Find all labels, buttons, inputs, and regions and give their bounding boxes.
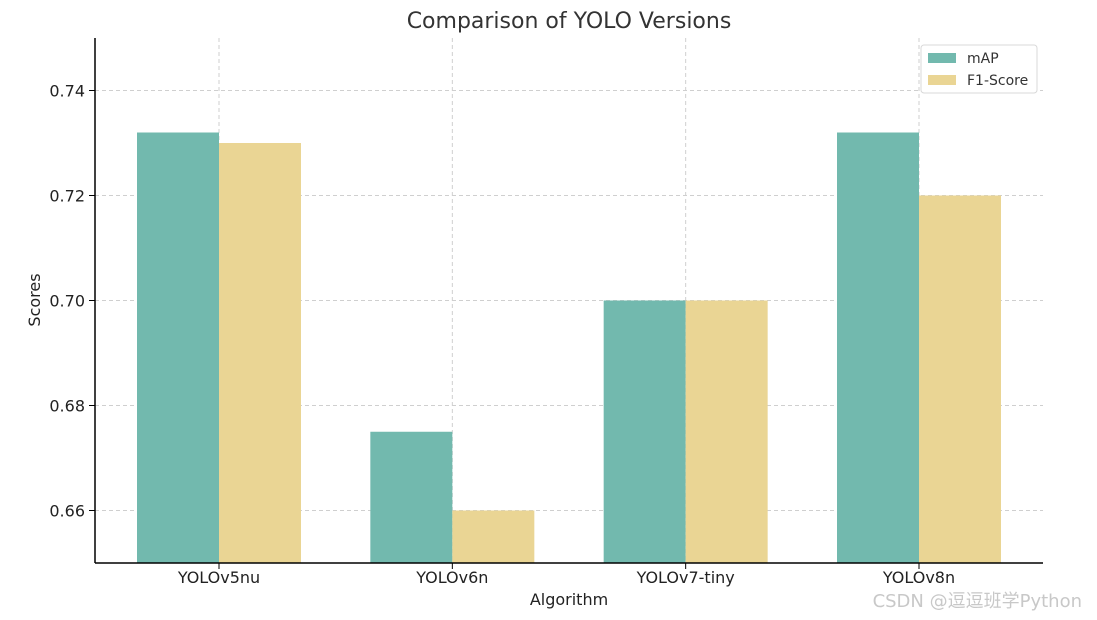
x-axis-title: Algorithm bbox=[530, 590, 608, 609]
y-axis-title: Scores bbox=[25, 273, 44, 326]
bar-map-yolov8n bbox=[837, 132, 919, 563]
bar-f1-score-yolov7-tiny bbox=[685, 300, 768, 563]
x-tick-label: YOLOv6n bbox=[415, 568, 488, 587]
chart-title: Comparison of YOLO Versions bbox=[407, 9, 732, 34]
y-tick-label: 0.72 bbox=[49, 187, 85, 206]
legend-swatch bbox=[928, 75, 956, 85]
y-tick-label: 0.68 bbox=[49, 397, 85, 416]
x-tick-label: YOLOv7-tiny bbox=[636, 568, 735, 587]
bars-layer bbox=[137, 132, 1001, 563]
x-tick-label: YOLOv5nu bbox=[177, 568, 260, 587]
y-tick-label: 0.70 bbox=[49, 292, 85, 311]
y-tick-label: 0.66 bbox=[49, 502, 85, 521]
legend-swatch bbox=[928, 53, 956, 63]
bar-f1-score-yolov6n bbox=[452, 510, 535, 563]
legend-label: mAP bbox=[967, 51, 999, 67]
legend-label: F1-Score bbox=[967, 73, 1028, 89]
watermark-text: CSDN @逗逗班学Python bbox=[873, 591, 1082, 612]
ticks-layer: 0.66 0.68 0.70 0.72 0.74 YOLOv5nu YOLOv6n YOLOv… bbox=[49, 82, 955, 588]
y-tick-label: 0.74 bbox=[49, 82, 85, 101]
bar-map-yolov6n bbox=[370, 431, 453, 563]
x-tick-label: YOLOv8n bbox=[882, 568, 955, 587]
legend: mAP F1-Score bbox=[920, 44, 1038, 94]
bar-f1-score-yolov8n bbox=[919, 195, 1001, 563]
bar-f1-score-yolov5nu bbox=[219, 143, 301, 563]
bar-map-yolov7-tiny bbox=[603, 300, 686, 563]
bar-map-yolov5nu bbox=[137, 132, 219, 563]
